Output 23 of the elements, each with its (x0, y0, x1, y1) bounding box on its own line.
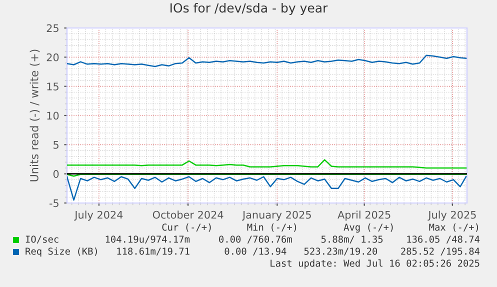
x-tick-label: July 2024 (74, 210, 123, 221)
text: Cur (-/+) Min (-/+) Avg (-/+) Max (-/+) (162, 223, 478, 233)
line-series (67, 176, 467, 201)
x-tick-label: October 2024 (152, 210, 224, 219)
x-tick-label: July 2025 (428, 210, 476, 221)
text: 118.61m/19.71 0.00 /13.94 523.23m/19.20 285.52 /195.84 (117, 248, 480, 256)
y-tick-label: 25 (46, 24, 58, 32)
y-tick-label: 0 (53, 170, 59, 178)
x-tick-label: April 2025 (338, 210, 390, 221)
x-tick-label: January 2025 (242, 210, 311, 221)
y-axis-title: Units read (-) / write (+) (30, 50, 40, 182)
text: Last update: Wed Jul 16 02:05:26 2025 (270, 259, 480, 269)
legend-label: Req Size (KB) (26, 247, 97, 257)
text: 104.19u/974.17m 0.00 /760.76m 5.88m/ 1.35 136.05 /48.74 (106, 236, 480, 244)
chart-title: IOs for /dev/sda - by year (170, 2, 328, 16)
legend-label: IO/sec (26, 236, 58, 244)
line-series (67, 54, 467, 68)
y-tick-label: 20 (46, 53, 59, 62)
y-tick-label: 15 (47, 82, 58, 90)
line-series (67, 159, 467, 169)
y-tick-label: 5 (54, 141, 58, 149)
y-tick-label: 10 (47, 112, 59, 120)
y-tick-label: -5 (49, 199, 58, 208)
